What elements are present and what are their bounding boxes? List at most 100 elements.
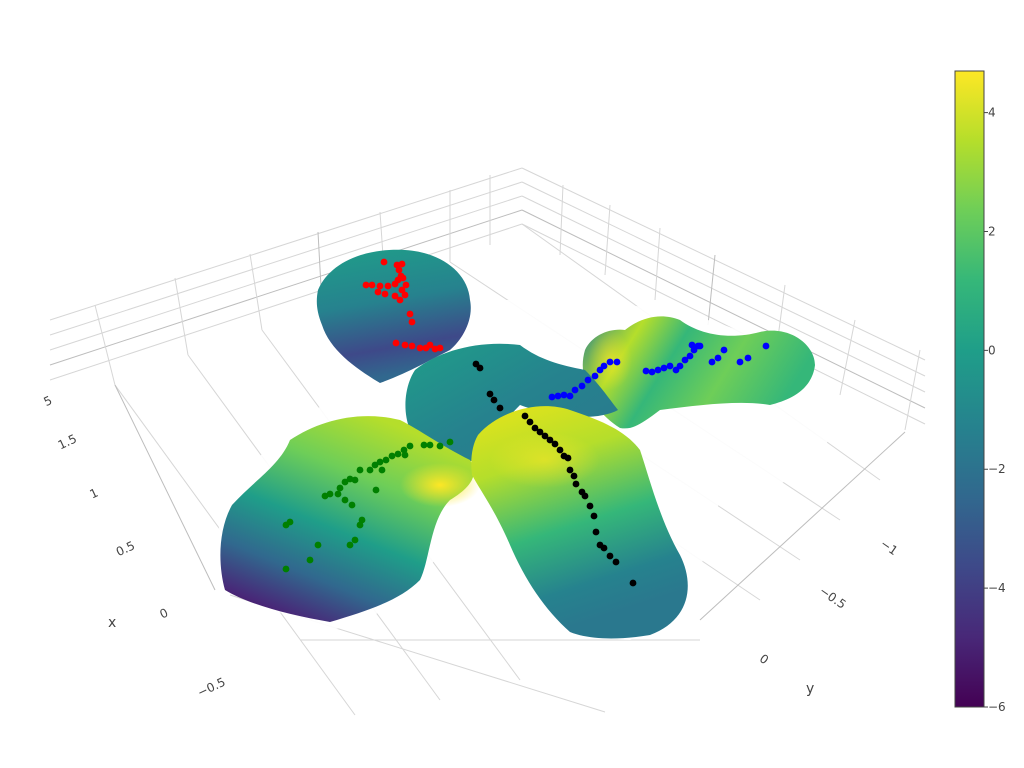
scatter-point bbox=[531, 424, 539, 432]
scatter-point bbox=[496, 404, 504, 412]
colorbar-gradient bbox=[954, 70, 985, 708]
scatter-point bbox=[586, 502, 594, 510]
colorbar-tick-label: 0 bbox=[988, 343, 996, 357]
scatter-point bbox=[592, 528, 600, 536]
scatter-point bbox=[306, 556, 314, 564]
scatter-point bbox=[408, 342, 416, 350]
scatter-point bbox=[348, 501, 356, 509]
scatter-point bbox=[406, 310, 414, 318]
scatter-point bbox=[600, 544, 608, 552]
series-black-points bbox=[472, 360, 637, 587]
scatter-point bbox=[676, 362, 684, 370]
scatter-point bbox=[381, 290, 389, 298]
scatter-point bbox=[371, 461, 379, 469]
scatter-point bbox=[642, 367, 650, 375]
scatter-point bbox=[762, 342, 770, 350]
scatter-point bbox=[382, 456, 390, 464]
scatter-point bbox=[341, 478, 349, 486]
scatter-point bbox=[666, 362, 674, 370]
series-green-points bbox=[282, 438, 454, 573]
scatter-point bbox=[356, 466, 364, 474]
scatter-point bbox=[395, 266, 403, 274]
scatter-point bbox=[590, 512, 598, 520]
scatter-point bbox=[351, 476, 359, 484]
scatter-point bbox=[426, 441, 434, 449]
scatter-point bbox=[681, 356, 689, 364]
scatter-point bbox=[358, 516, 366, 524]
y-tick-label: −0.5 bbox=[817, 584, 849, 612]
scatter-point bbox=[402, 281, 410, 289]
scatter-point bbox=[566, 466, 574, 474]
y-tick-label: −1 bbox=[878, 537, 901, 559]
series-red-points bbox=[362, 258, 444, 353]
scatter-point bbox=[406, 442, 414, 450]
scatter-point bbox=[374, 288, 382, 296]
scatter-point bbox=[606, 552, 614, 560]
scatter-point bbox=[600, 362, 608, 370]
y-tick-label: 0 bbox=[757, 651, 771, 667]
x-tick-label: 1.5 bbox=[56, 432, 79, 453]
scatter-point bbox=[490, 396, 498, 404]
scatter-point bbox=[351, 536, 359, 544]
x-tick-label: 1 bbox=[88, 486, 101, 502]
scatter-point bbox=[551, 440, 559, 448]
scatter-point bbox=[744, 354, 752, 362]
scatter-point bbox=[714, 354, 722, 362]
scatter-point bbox=[629, 579, 637, 587]
scatter-point bbox=[686, 352, 694, 360]
scatter-point bbox=[708, 358, 716, 366]
scatter-point bbox=[571, 386, 579, 394]
scatter-point bbox=[436, 442, 444, 450]
scatter-point bbox=[336, 484, 344, 492]
series-blue-points bbox=[548, 341, 770, 401]
scatter-point bbox=[591, 372, 599, 380]
scatter-point bbox=[401, 341, 409, 349]
scatter-point bbox=[341, 496, 349, 504]
colorbar-tick-label: 4 bbox=[988, 106, 996, 120]
surface bbox=[218, 249, 836, 640]
scatter-point bbox=[548, 393, 556, 401]
scatter-point bbox=[570, 472, 578, 480]
scatter-point bbox=[688, 341, 696, 349]
x-tick-label: 0.5 bbox=[114, 538, 137, 559]
scatter-point bbox=[566, 392, 574, 400]
scatter-point bbox=[362, 281, 370, 289]
scatter-point bbox=[398, 286, 406, 294]
scatter-point bbox=[334, 490, 342, 498]
scatter-point bbox=[606, 358, 614, 366]
scatter-point bbox=[368, 281, 376, 289]
y-axis: 0 −0.5 −1 y bbox=[757, 537, 900, 697]
scatter-point bbox=[486, 390, 494, 398]
x-tick-label: 0 bbox=[158, 606, 171, 622]
scatter-point bbox=[660, 364, 668, 372]
colorbar-tick-label: −4 bbox=[988, 581, 1006, 595]
scatter-point bbox=[378, 466, 386, 474]
scatter-point bbox=[376, 458, 384, 466]
scatter-point bbox=[366, 466, 374, 474]
scatter-point bbox=[416, 344, 424, 352]
scatter-point bbox=[476, 364, 484, 372]
scatter-point bbox=[720, 346, 728, 354]
scatter-point bbox=[286, 518, 294, 526]
scatter-point bbox=[581, 492, 589, 500]
scatter-point bbox=[346, 541, 354, 549]
scatter-point bbox=[446, 438, 454, 446]
scatter-point bbox=[376, 282, 384, 290]
scatter-point bbox=[394, 450, 402, 458]
scatter-point bbox=[612, 558, 620, 566]
scatter-point bbox=[391, 292, 399, 300]
colorbar: 4 2 0 −2 −4 −6 bbox=[954, 70, 1006, 714]
scatter-point bbox=[391, 280, 399, 288]
scatter-point bbox=[564, 454, 572, 462]
scatter-point bbox=[314, 541, 322, 549]
scatter-point bbox=[401, 451, 409, 459]
scatter-point bbox=[384, 282, 392, 290]
scatter-point bbox=[426, 341, 434, 349]
scatter-point bbox=[401, 291, 409, 299]
scatter-point bbox=[408, 318, 416, 326]
x-tick-label: −0.5 bbox=[195, 675, 227, 700]
scatter-point bbox=[399, 274, 407, 282]
scatter-point bbox=[648, 368, 656, 376]
colorbar-tick-label: 2 bbox=[988, 224, 996, 238]
